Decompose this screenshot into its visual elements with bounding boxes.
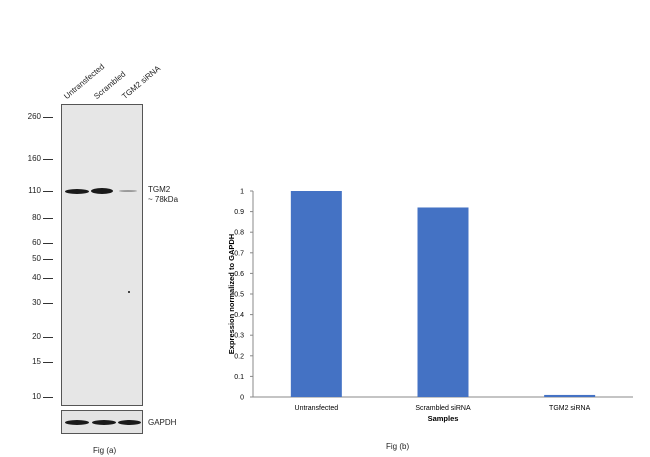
marker-tick [43,277,53,279]
y-tick-label: 0.2 [234,353,244,360]
blot-speck [128,291,130,293]
bar [290,191,342,397]
tgm2-band-untransfected [65,189,89,194]
blot-membrane [61,104,143,406]
y-tick-label: 0.8 [234,230,244,237]
y-tick-label: 0 [240,395,244,402]
caption-fig-b: Fig (b) [386,442,410,451]
marker-label: 40 [32,272,41,282]
y-axis-label: Expression normalized to GAPDH [227,234,236,354]
y-tick-label: 0.9 [234,209,244,216]
marker-label: 60 [32,238,41,248]
band-label-size: ~ 78kDa [148,195,179,204]
marker-label: 260 [27,112,41,121]
marker-label: 30 [32,297,41,307]
x-tick-label: Untransfected [295,405,339,412]
marker-label: 50 [32,253,41,263]
marker-label: 15 [32,357,41,367]
marker-tick [43,117,53,118]
marker-tick [43,258,53,260]
marker-label: 20 [32,332,41,342]
y-tick-label: 0.3 [234,333,244,340]
gapdh-band-untransfected [65,420,89,425]
x-axis-label: Samples [428,414,459,423]
y-tick-label: 0.4 [234,312,244,319]
marker-tick [43,243,53,245]
marker-tick [43,158,53,160]
marker-tick [43,397,53,398]
marker-tick [43,218,53,220]
y-tick-label: 0.1 [234,374,244,381]
marker-tick [43,302,53,304]
y-tick-label: 1 [240,189,244,196]
y-tick-label: 0.5 [234,292,244,299]
x-tick-label: Scrambled siRNA [415,405,471,412]
gapdh-label: GAPDH [148,418,177,427]
marker-label: 160 [27,153,41,163]
tgm2-band-sirna [119,190,137,192]
marker-label: 10 [32,392,41,401]
caption-fig-a: Fig (a) [93,446,117,455]
marker-label: 80 [32,213,41,223]
tgm2-band-scrambled [91,188,113,194]
gapdh-blot-strip [61,410,143,434]
y-tick-label: 0.7 [234,250,244,257]
marker-tick [43,337,53,339]
bar [544,394,596,397]
y-tick-label: 0.6 [234,271,244,278]
x-tick-label: TGM2 siRNA [549,405,591,412]
band-label-tgm2: TGM2 [148,185,171,194]
bar [417,207,469,397]
gapdh-band-sirna [118,420,141,425]
gapdh-band-scrambled [92,420,116,425]
marker-tick [43,362,53,364]
marker-label: 110 [28,185,41,195]
marker-tick [43,190,53,192]
